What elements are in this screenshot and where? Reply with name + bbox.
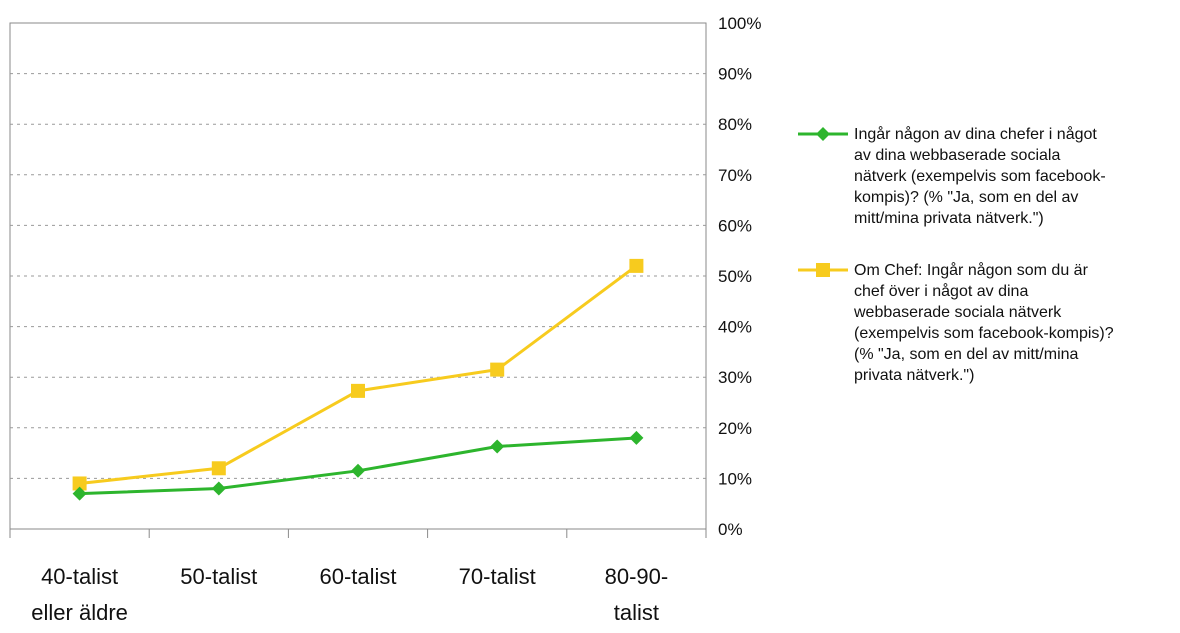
y-tick-label: 90% <box>718 65 752 84</box>
series-group <box>72 258 644 501</box>
x-axis-labels: 40-talist eller äldre 50-talist 60-talist 70… <box>31 564 668 625</box>
data-point-marker <box>351 463 365 478</box>
data-point-marker <box>72 486 87 501</box>
x-tick-label: 50-talist <box>180 564 257 589</box>
data-point-marker <box>629 430 644 445</box>
y-tick-label: 70% <box>718 166 752 185</box>
y-axis-ticks: 0% 10% 20% 30% 40% 50% 60% 70% 80% 90% 100% <box>718 14 761 539</box>
legend-label: Om Chef: Ingår någon som du är chef över … <box>853 261 1114 384</box>
y-tick-label: 50% <box>718 267 752 286</box>
legend-item: Om Chef: Ingår någon som du är chef över … <box>798 261 1114 384</box>
legend-swatch-marker <box>816 263 830 277</box>
x-tick-label: 40-talist eller äldre <box>31 564 128 625</box>
data-point-marker <box>490 439 505 454</box>
data-point-marker <box>211 481 226 496</box>
x-tick-label: 60-talist <box>319 564 396 589</box>
y-tick-label: 100% <box>718 14 761 33</box>
legend-label: Ingår någon av dina chefer i något av din… <box>854 125 1106 227</box>
x-tick-label: 80-90-talist <box>605 564 669 625</box>
data-point-marker <box>72 476 87 491</box>
y-tick-label: 30% <box>718 368 752 387</box>
y-tick-label: 60% <box>718 216 752 235</box>
data-point-marker <box>490 362 505 377</box>
legend-swatch-marker <box>816 127 830 141</box>
y-tick-label: 0% <box>718 520 743 539</box>
data-point-marker <box>351 383 365 398</box>
data-point-marker <box>211 461 226 476</box>
y-tick-label: 20% <box>718 419 752 438</box>
y-tick-label: 80% <box>718 115 752 134</box>
plot-area <box>9 22 707 530</box>
data-point-marker <box>629 258 644 273</box>
legend-item: Ingår någon av dina chefer i något av din… <box>798 125 1106 227</box>
y-tick-label: 10% <box>718 469 752 488</box>
x-tick-label: 70-talist <box>459 564 536 589</box>
legend: Ingår någon av dina chefer i något av din… <box>798 125 1114 384</box>
y-tick-label: 40% <box>718 318 752 337</box>
x-axis <box>9 528 707 538</box>
